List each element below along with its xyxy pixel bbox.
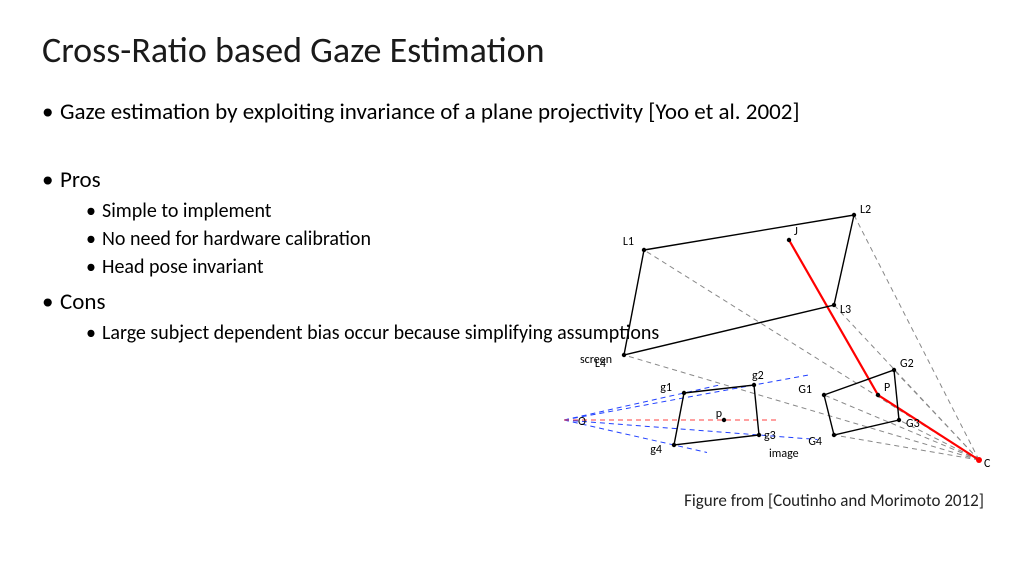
svg-text:O: O xyxy=(578,415,586,429)
svg-text:image: image xyxy=(769,447,799,461)
slide-title: Cross-Ratio based Gaze Estimation xyxy=(42,28,982,72)
svg-text:L2: L2 xyxy=(860,203,871,217)
figure-caption: Figure from [Coutinho and Morimoto 2012] xyxy=(684,490,984,511)
cons-label: Cons xyxy=(60,288,105,316)
cross-ratio-diagram: L1L2L3L4Jscreeng1g2g3g4pimageOG1G2G3G4PC xyxy=(564,195,994,485)
svg-text:g1: g1 xyxy=(660,381,672,395)
svg-text:G4: G4 xyxy=(808,435,822,449)
svg-text:P: P xyxy=(884,381,890,395)
svg-text:G1: G1 xyxy=(798,383,812,397)
svg-text:g3: g3 xyxy=(764,429,776,443)
diagram-figure: L1L2L3L4Jscreeng1g2g3g4pimageOG1G2G3G4PC xyxy=(564,195,994,485)
svg-text:G3: G3 xyxy=(906,417,920,431)
pros-label: Pros xyxy=(60,166,101,194)
svg-text:L1: L1 xyxy=(623,235,634,249)
svg-text:g2: g2 xyxy=(752,369,764,383)
slide: Cross-Ratio based Gaze Estimation Gaze e… xyxy=(0,0,1024,576)
bullet-intro: Gaze estimation by exploiting invariance… xyxy=(42,98,982,128)
svg-text:G2: G2 xyxy=(900,357,914,371)
svg-text:C: C xyxy=(984,457,991,471)
svg-text:screen: screen xyxy=(580,353,612,367)
svg-text:p: p xyxy=(716,407,722,421)
svg-text:L3: L3 xyxy=(840,303,851,317)
svg-text:g4: g4 xyxy=(650,443,662,457)
svg-text:J: J xyxy=(794,225,798,239)
